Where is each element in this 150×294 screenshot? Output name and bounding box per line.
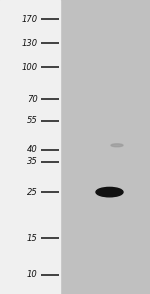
- Text: 15: 15: [27, 234, 38, 243]
- Text: 40: 40: [27, 145, 38, 154]
- Text: 100: 100: [21, 63, 38, 71]
- Text: 130: 130: [21, 39, 38, 48]
- Text: 10: 10: [27, 270, 38, 279]
- Ellipse shape: [96, 187, 123, 197]
- Text: 55: 55: [27, 116, 38, 126]
- Ellipse shape: [111, 144, 123, 147]
- Text: 35: 35: [27, 157, 38, 166]
- Text: 25: 25: [27, 188, 38, 197]
- Bar: [0, 0, 60, 294]
- Text: 170: 170: [21, 15, 38, 24]
- Text: 70: 70: [27, 95, 38, 104]
